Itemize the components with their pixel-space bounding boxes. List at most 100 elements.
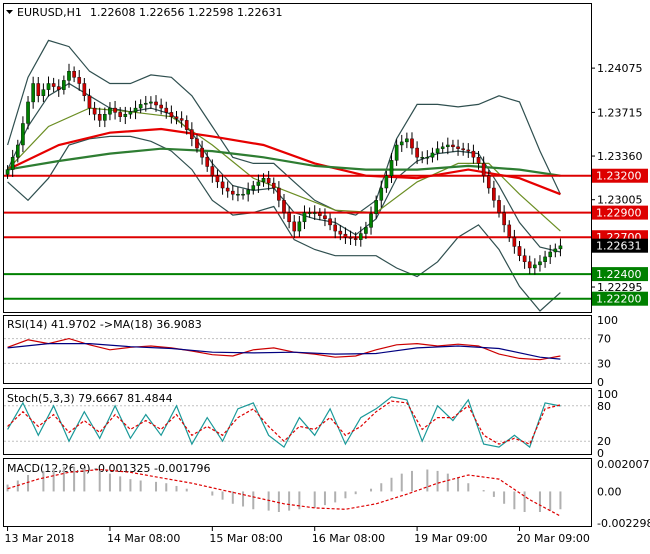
ohlc-label: 1.22608 1.22656 1.22598 1.22631	[90, 6, 282, 19]
candle-body	[241, 193, 245, 196]
candle-body	[282, 200, 286, 213]
stoch-main-line	[7, 396, 561, 449]
candle-body	[128, 111, 133, 115]
level-label: 1.22400	[596, 268, 642, 281]
level-tag	[592, 267, 648, 282]
candle-body	[312, 212, 317, 214]
candle-body	[548, 251, 553, 258]
candle-body	[31, 83, 35, 103]
candle-body	[318, 212, 322, 216]
rsi-panel: 100 70 30 0	[4, 314, 618, 389]
dropdown-arrow-icon[interactable]	[6, 10, 13, 14]
candle-body	[384, 175, 389, 189]
candle-body	[46, 83, 51, 90]
candle-body	[405, 138, 409, 143]
stoch-label: Stoch(5,3,3) 79.6667 81.4844	[7, 392, 173, 405]
level-label: 1.22200	[596, 293, 642, 306]
stoch-tick-label: 20	[597, 435, 611, 448]
candle-body	[190, 129, 194, 140]
candle-body	[215, 175, 220, 183]
stoch-signal-line	[7, 400, 561, 445]
candle-body	[369, 213, 373, 228]
candle-body	[481, 163, 486, 176]
price-tick-label: 1.22295	[597, 281, 643, 294]
candle-body	[21, 123, 25, 146]
current-price-tag	[592, 238, 648, 253]
candle-body	[67, 70, 71, 81]
candle-body	[271, 182, 276, 189]
candle-body	[195, 138, 199, 149]
rsi-tick-label: 100	[597, 314, 618, 327]
candle-body	[159, 104, 163, 109]
rsi-tick-label: 30	[597, 357, 611, 370]
candle-body	[164, 107, 169, 113]
current-price-label: 1.22631	[596, 240, 642, 253]
candle-body	[353, 238, 358, 240]
time-tick-label: 13 Mar 2018	[5, 532, 75, 545]
macd-tick-label: 0.00	[597, 485, 622, 498]
candle-body	[5, 169, 10, 175]
candle-body	[512, 237, 517, 247]
candle-body	[553, 248, 558, 253]
candle-body	[256, 181, 261, 186]
candle-body	[527, 261, 532, 269]
candle-body	[41, 89, 46, 96]
candle-body	[420, 157, 425, 159]
candle-body	[123, 114, 128, 117]
candle-body	[287, 212, 291, 223]
candle-body	[471, 150, 476, 158]
candle-body	[87, 95, 92, 109]
candle-body	[507, 224, 512, 238]
candle-body	[236, 193, 240, 196]
candle-body	[277, 187, 281, 201]
level-tag	[592, 291, 648, 306]
candle-body	[338, 230, 343, 235]
candle-body	[143, 102, 148, 105]
stoch-tick-label: 0	[597, 447, 604, 460]
candle-body	[374, 200, 378, 215]
price-panel-frame	[3, 3, 592, 313]
rsi-panel-frame	[3, 315, 592, 384]
candle-body	[210, 166, 215, 176]
macd-tick-label: 0.002007	[597, 458, 650, 471]
slow-ma-green-line	[7, 147, 561, 177]
candle-body	[292, 221, 297, 232]
candle-body	[533, 264, 537, 269]
candle-body	[113, 107, 117, 113]
candle-body	[118, 112, 122, 117]
rsi-tick-label: 70	[597, 333, 611, 346]
level-label: 1.22900	[596, 207, 642, 220]
candle-body	[389, 160, 394, 176]
candle-body	[179, 118, 184, 121]
slow-ma-red-line	[7, 127, 561, 196]
candle-body	[466, 149, 471, 152]
candle-body	[476, 157, 481, 164]
candle-body	[10, 157, 15, 170]
candle-body	[51, 83, 56, 87]
macd-panel: 0.002007 0.00 -0.002298	[6, 458, 650, 530]
time-tick-label: 20 Mar 09:00	[516, 532, 589, 545]
symbol-label: EURUSD,H1	[17, 6, 82, 19]
candle-body	[220, 181, 225, 189]
candle-body	[328, 218, 332, 226]
time-tick-label: 16 Mar 08:00	[312, 532, 385, 545]
candle-body	[302, 212, 307, 223]
candle-body	[323, 215, 327, 219]
candle-body	[522, 255, 527, 263]
candle-body	[169, 112, 174, 117]
candle-body	[502, 212, 506, 226]
rsi-tick-label: 0	[597, 376, 604, 389]
price-tick-label: 1.23005	[597, 194, 643, 207]
level-tag	[592, 168, 648, 183]
candle-body	[62, 80, 66, 90]
candle-body	[97, 114, 102, 121]
candle-body	[225, 187, 230, 192]
rsi-label: RSI(14) 41.9702 ->MA(18) 36.9083	[7, 318, 202, 331]
candle-body	[184, 120, 189, 130]
candle-body	[440, 146, 445, 149]
candle-body	[538, 261, 542, 266]
candle-body	[149, 101, 153, 104]
stoch-tick-label: 80	[597, 400, 611, 413]
